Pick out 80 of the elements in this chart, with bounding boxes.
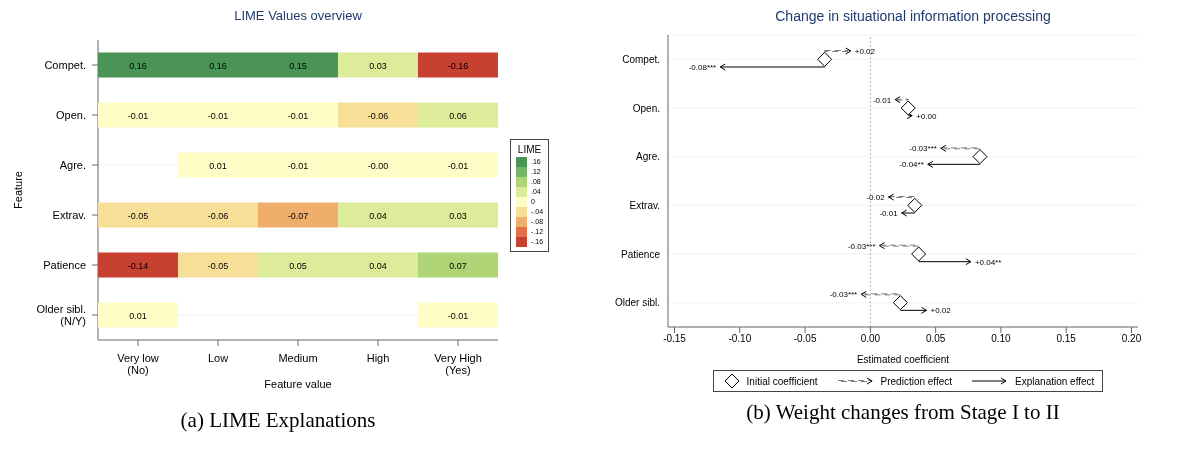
color-bar-title: LIME (516, 143, 543, 155)
data-label: +0.02 (854, 47, 876, 56)
data-label: -0.06 (367, 110, 389, 121)
y-tick-label: Patience (621, 248, 661, 260)
x-tick-label: 0.15 (1056, 333, 1077, 345)
data-label: -0.01 (287, 160, 309, 171)
point (817, 51, 833, 67)
y-tick-label: Patience (43, 259, 86, 271)
data-label: -0.01 (872, 95, 892, 105)
legend-label: Explanation effect (1015, 375, 1095, 387)
data-label: -0.08*** (688, 63, 717, 72)
chart-title: Change in situational information processing (774, 8, 1052, 26)
point (900, 100, 916, 116)
data-label: -0.16 (447, 60, 469, 71)
data-label: 0.04 (369, 260, 387, 271)
data-label: +0.02 (930, 306, 952, 316)
data-label: +0.00 (916, 111, 937, 121)
legend-label: Prediction effect (880, 375, 953, 387)
point (907, 197, 923, 213)
data-label: 0.03 (449, 210, 467, 221)
y-tick-label: Older sibl. (614, 297, 660, 309)
data-label: 0.15 (289, 60, 307, 71)
x-tick-label: Medium (278, 352, 318, 364)
data-label: -0.14 (127, 260, 149, 271)
x-tick-label: 0.05 (925, 333, 946, 345)
point (972, 149, 988, 165)
data-label: -0.01 (447, 160, 469, 171)
data-label: -0.01 (287, 110, 309, 121)
x-tick-label: 0.00 (860, 333, 881, 345)
y-tick-label: Extrav. (629, 199, 660, 211)
data-label: -0.05 (127, 210, 149, 221)
y-tick-label: Compet. (44, 59, 86, 71)
data-label: 0.05 (289, 260, 307, 271)
text: (b) Weight changes from Stage I to II (745, 400, 1061, 425)
x-tick-label: 0.20 (1121, 333, 1142, 345)
x-tick-label: -0.10 (728, 333, 752, 345)
x-tick-label: High (366, 352, 390, 364)
data-label: -0.01 (207, 110, 229, 121)
y-tick-label: Extrav. (52, 209, 86, 221)
x-tick-label: -0.05 (793, 333, 817, 345)
x-tick-label: Very low (No) (117, 352, 159, 376)
data-label: -0.01 (879, 209, 899, 218)
y-tick-label: Agre. (636, 151, 660, 163)
x-tick-label: Low (207, 352, 229, 364)
x-tick-label: -0.15 (663, 333, 687, 345)
data-label: 0.07 (449, 260, 467, 271)
data-label: -0.03*** (847, 241, 876, 251)
data-label: -0.02 (866, 193, 886, 202)
data-label: -0.00 (367, 160, 389, 171)
data-label: -0.06 (207, 210, 229, 221)
data-label: 0.04 (369, 210, 387, 221)
data-label: -0.07 (287, 210, 309, 221)
x-tick-label: Very High (Yes) (434, 352, 482, 376)
x-tick-label: 0.10 (991, 333, 1012, 345)
y-tick-label: Agre. (59, 159, 86, 171)
data-label: -0.05 (207, 260, 229, 271)
point (892, 295, 908, 311)
data-label: 0.01 (129, 310, 147, 321)
y-tick-label: Open. (56, 109, 86, 121)
data-label: -0.04** (899, 160, 924, 170)
data-label: 0.03 (369, 60, 387, 71)
data-label: -0.01 (127, 110, 149, 121)
chart-title: LIME Values overview (233, 8, 363, 25)
data-label: -0.03*** (909, 144, 937, 154)
y-tick-label: Open. (632, 102, 660, 114)
data-label: 0.01 (209, 160, 227, 171)
x-axis-title: Feature value (264, 378, 332, 390)
data-label: -0.01 (447, 310, 469, 321)
data-label: +0.04** (974, 257, 1002, 267)
y-axis-title: Feature (11, 171, 24, 209)
point (911, 246, 927, 262)
y-tick-label: Older sibl. (N/Y) (36, 303, 86, 327)
legend-label: Initial coefficient (746, 375, 818, 387)
x-axis-title: Estimated coefficient (856, 354, 950, 365)
data-label: 0.16 (129, 60, 147, 71)
data-label: 0.06 (449, 110, 467, 121)
y-tick-label: Compet. (622, 53, 660, 65)
data-label: 0.16 (209, 60, 227, 71)
data-label: -0.03*** (829, 290, 858, 300)
text: (a) LIME Explanations (179, 408, 377, 433)
